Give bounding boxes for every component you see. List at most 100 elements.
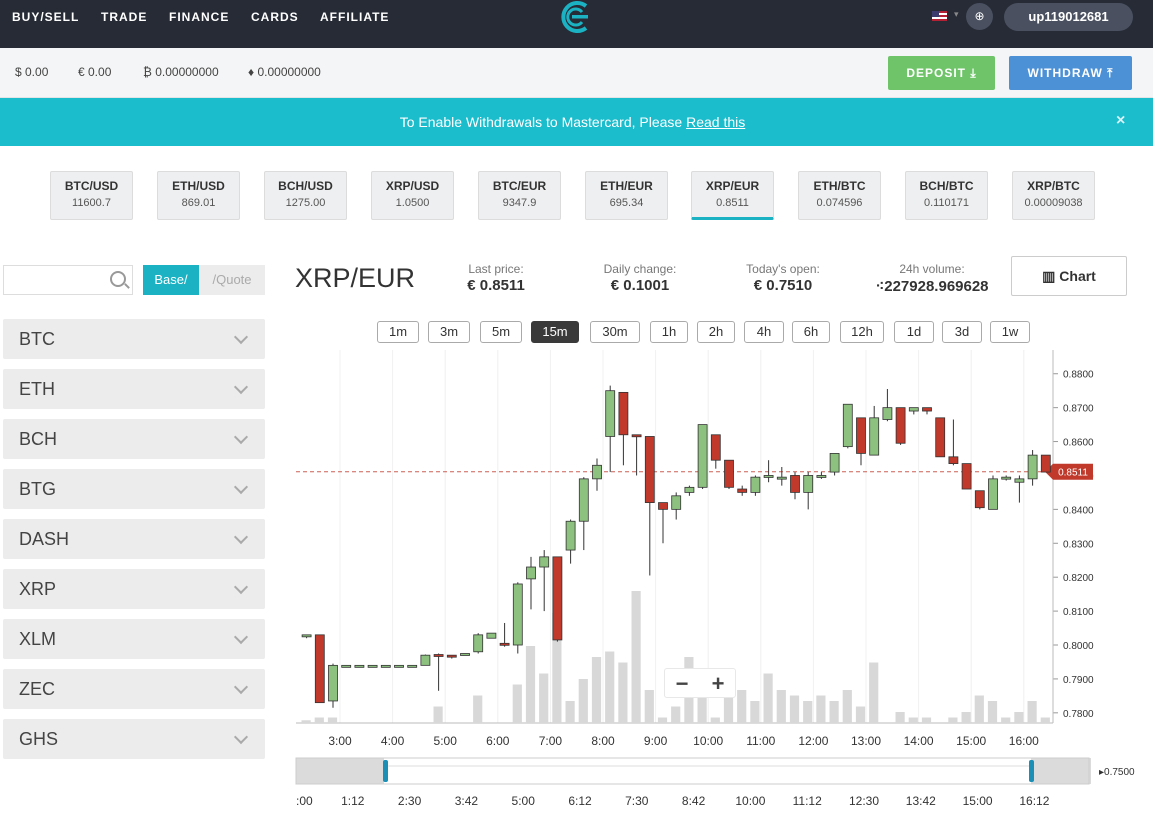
timeframe-30m[interactable]: 30m bbox=[590, 321, 640, 343]
candle bbox=[724, 459, 734, 490]
nav-buy-sell[interactable]: BUY/SELL bbox=[12, 10, 80, 24]
timeframe-1d[interactable]: 1d bbox=[894, 321, 934, 343]
coin-group-zec[interactable]: ZEC bbox=[3, 669, 265, 709]
volume-bar bbox=[525, 646, 536, 723]
pair-tile-xrp-btc[interactable]: XRP/BTC 0.00009038 bbox=[1012, 171, 1095, 220]
nav-finance[interactable]: FINANCE bbox=[169, 10, 230, 24]
volume-bar bbox=[803, 701, 813, 723]
pair-tile-bch-usd[interactable]: BCH/USD 1275.00 bbox=[264, 171, 347, 220]
nav-cards[interactable]: CARDS bbox=[251, 10, 299, 24]
chart-button[interactable]: ▥ Chart bbox=[1011, 256, 1127, 296]
volume-bar bbox=[961, 712, 971, 723]
timeframe-1m[interactable]: 1m bbox=[377, 321, 419, 343]
price-chart[interactable]: 3:00 4:00 5:00 6:00 7:00 8:00 9:00 10:00 11:00 12… bbox=[290, 350, 1140, 815]
volume-bar bbox=[578, 679, 588, 723]
us-flag-icon[interactable] bbox=[932, 11, 947, 21]
timeframe-12h[interactable]: 12h bbox=[840, 321, 884, 343]
read-this-link[interactable]: Read this bbox=[686, 114, 746, 130]
timeframe-3d[interactable]: 3d bbox=[942, 321, 982, 343]
search-input[interactable] bbox=[3, 265, 133, 295]
pair-name: XRP/EUR bbox=[705, 179, 760, 193]
navigator-tick-label: 3:42 bbox=[455, 794, 479, 808]
coin-group-xrp[interactable]: XRP bbox=[3, 569, 265, 609]
coin-label: ZEC bbox=[19, 679, 55, 699]
volume-bar bbox=[869, 662, 879, 723]
timeframe-4h[interactable]: 4h bbox=[744, 321, 784, 343]
quote-toggle-button[interactable]: /Quote bbox=[199, 265, 265, 295]
navigator-tick-label: 12:30 bbox=[849, 794, 879, 808]
user-account-button[interactable]: up119012681 bbox=[1004, 3, 1133, 31]
withdraw-button[interactable]: WITHDRAW ⤒ bbox=[1009, 56, 1132, 90]
candle bbox=[367, 664, 378, 668]
pair-name: ETH/EUR bbox=[600, 179, 653, 193]
coin-group-dash[interactable]: DASH bbox=[3, 519, 265, 559]
last-price-label: Last price: bbox=[468, 262, 524, 276]
pair-tile-xrp-usd[interactable]: XRP/USD 1.0500 bbox=[371, 171, 454, 220]
timeframe-6h[interactable]: 6h bbox=[792, 321, 830, 343]
deposit-button[interactable]: DEPOSIT ⤓ bbox=[888, 56, 995, 90]
chevron-down-icon bbox=[233, 679, 249, 695]
pair-price: 9347.9 bbox=[502, 197, 537, 209]
navigator-tick-label: 6:12 bbox=[568, 794, 592, 808]
candle bbox=[578, 477, 589, 551]
globe-icon[interactable]: ⊕ bbox=[966, 3, 993, 30]
pair-tile-bch-btc[interactable]: BCH/BTC 0.110171 bbox=[905, 171, 988, 220]
pair-tile-eth-eur[interactable]: ETH/EUR 695.34 bbox=[585, 171, 668, 220]
x-tick-label: 10:00 bbox=[693, 734, 723, 748]
chevron-down-icon bbox=[233, 629, 249, 645]
pair-tile-eth-usd[interactable]: ETH/USD 869.01 bbox=[157, 171, 240, 220]
timeframe-15m[interactable]: 15m bbox=[531, 321, 579, 343]
volume-number: 227928.969628 bbox=[884, 278, 989, 295]
nav-affiliate[interactable]: AFFILIATE bbox=[320, 10, 390, 24]
close-icon[interactable]: × bbox=[1116, 112, 1126, 129]
balance-eth: ♦ 0.00000000 bbox=[248, 65, 321, 79]
candle bbox=[790, 472, 800, 500]
timeframe-1w[interactable]: 1w bbox=[990, 321, 1030, 343]
coin-group-btc[interactable]: BTC bbox=[3, 319, 265, 359]
pair-price: 695.34 bbox=[609, 197, 644, 209]
volume-bar bbox=[552, 613, 562, 723]
base-toggle-button[interactable]: Base/ bbox=[143, 265, 199, 295]
candle bbox=[750, 475, 761, 496]
coin-group-eth[interactable]: ETH bbox=[3, 369, 265, 409]
navigator-tick-label: 7:30 bbox=[625, 794, 649, 808]
candle bbox=[314, 634, 325, 704]
volume-bar bbox=[314, 717, 324, 723]
x-tick-label: 15:00 bbox=[956, 734, 986, 748]
coin-group-bch[interactable]: BCH bbox=[3, 419, 265, 459]
coin-group-xlm[interactable]: XLM bbox=[3, 619, 265, 659]
coin-group-btg[interactable]: BTG bbox=[3, 469, 265, 509]
timeframe-1h[interactable]: 1h bbox=[650, 321, 688, 343]
y-tick-label: 0.8700 bbox=[1063, 404, 1094, 415]
candle bbox=[605, 385, 616, 473]
pair-tile-eth-btc[interactable]: ETH/BTC 0.074596 bbox=[798, 171, 881, 220]
daily-change-label: Daily change: bbox=[603, 262, 677, 276]
search-icon[interactable] bbox=[110, 271, 126, 287]
candle bbox=[816, 472, 827, 479]
zoom-out-button[interactable]: − bbox=[675, 671, 689, 696]
pair-tile-xrp-eur[interactable]: XRP/EUR 0.8511 bbox=[691, 171, 774, 220]
zoom-in-button[interactable]: + bbox=[711, 671, 725, 696]
timeframe-5m[interactable]: 5m bbox=[480, 321, 522, 343]
candle bbox=[446, 654, 457, 659]
chevron-down-icon[interactable]: ▾ bbox=[954, 9, 959, 19]
timeframe-2h[interactable]: 2h bbox=[697, 321, 735, 343]
cex-logo-icon[interactable] bbox=[556, 0, 592, 34]
pair-tile-btc-eur[interactable]: BTC/EUR 9347.9 bbox=[478, 171, 561, 220]
candle bbox=[882, 388, 893, 422]
pair-tile-btc-usd[interactable]: BTC/USD 11600.7 bbox=[50, 171, 133, 220]
nav-trade[interactable]: TRADE bbox=[101, 10, 148, 24]
candle bbox=[803, 472, 814, 510]
volume-bar bbox=[763, 673, 773, 723]
last-price-tag: 0.8511 bbox=[1045, 463, 1093, 480]
y-tick-label: 0.8300 bbox=[1063, 539, 1094, 550]
candle bbox=[842, 403, 853, 449]
candle bbox=[895, 407, 906, 445]
daily-change-value: € 0.1001 bbox=[610, 277, 670, 294]
coin-label: ETH bbox=[19, 379, 55, 399]
timeframe-3m[interactable]: 3m bbox=[428, 321, 470, 343]
x-tick-label: 13:00 bbox=[851, 734, 881, 748]
coin-label: BTG bbox=[19, 479, 57, 499]
coin-group-ghs[interactable]: GHS bbox=[3, 719, 265, 759]
volume-icon: ⁖ bbox=[875, 278, 885, 295]
